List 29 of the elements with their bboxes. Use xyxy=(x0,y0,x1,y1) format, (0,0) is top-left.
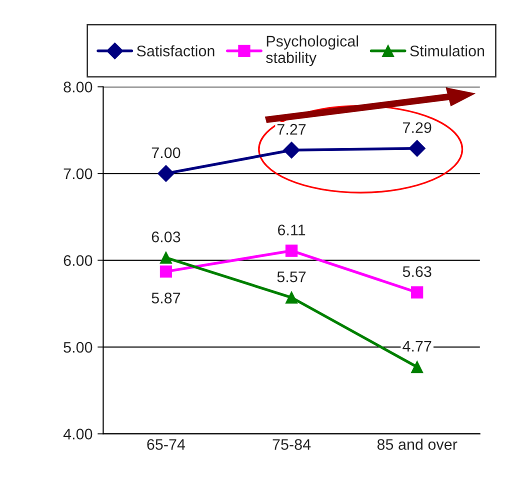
data-label: 5.87 xyxy=(152,292,180,304)
y-tick-label: 5.00 xyxy=(64,342,92,353)
x-tick-label: 65-74 xyxy=(147,439,186,450)
legend-label: Satisfaction xyxy=(136,45,214,56)
point xyxy=(411,286,424,298)
data-label: 7.29 xyxy=(403,122,432,134)
point xyxy=(160,265,172,278)
point xyxy=(158,165,174,182)
data-label: 6.11 xyxy=(278,224,306,236)
legend-label: Stimulation xyxy=(410,45,484,56)
x-tick-label: 75-84 xyxy=(272,439,311,450)
data-label: 5.57 xyxy=(277,272,306,282)
data-label: 5.63 xyxy=(402,266,432,278)
data-label: 4.77 xyxy=(402,340,432,352)
data-label: 7.27 xyxy=(277,124,306,135)
point xyxy=(160,252,172,264)
legend-label: Psychological stability xyxy=(266,35,358,66)
point xyxy=(285,244,298,257)
point xyxy=(411,360,424,374)
point xyxy=(408,140,426,157)
point xyxy=(283,142,300,158)
y-tick-label: 8.00 xyxy=(64,82,92,92)
x-tick-label: 85 and over xyxy=(377,438,458,450)
point xyxy=(285,292,298,304)
data-label: 6.03 xyxy=(152,232,180,242)
y-tick-label: 7.00 xyxy=(64,168,92,180)
y-tick-label: 4.00 xyxy=(63,428,92,440)
data-label: 7.00 xyxy=(152,147,180,158)
y-tick-label: 6.00 xyxy=(64,255,92,266)
